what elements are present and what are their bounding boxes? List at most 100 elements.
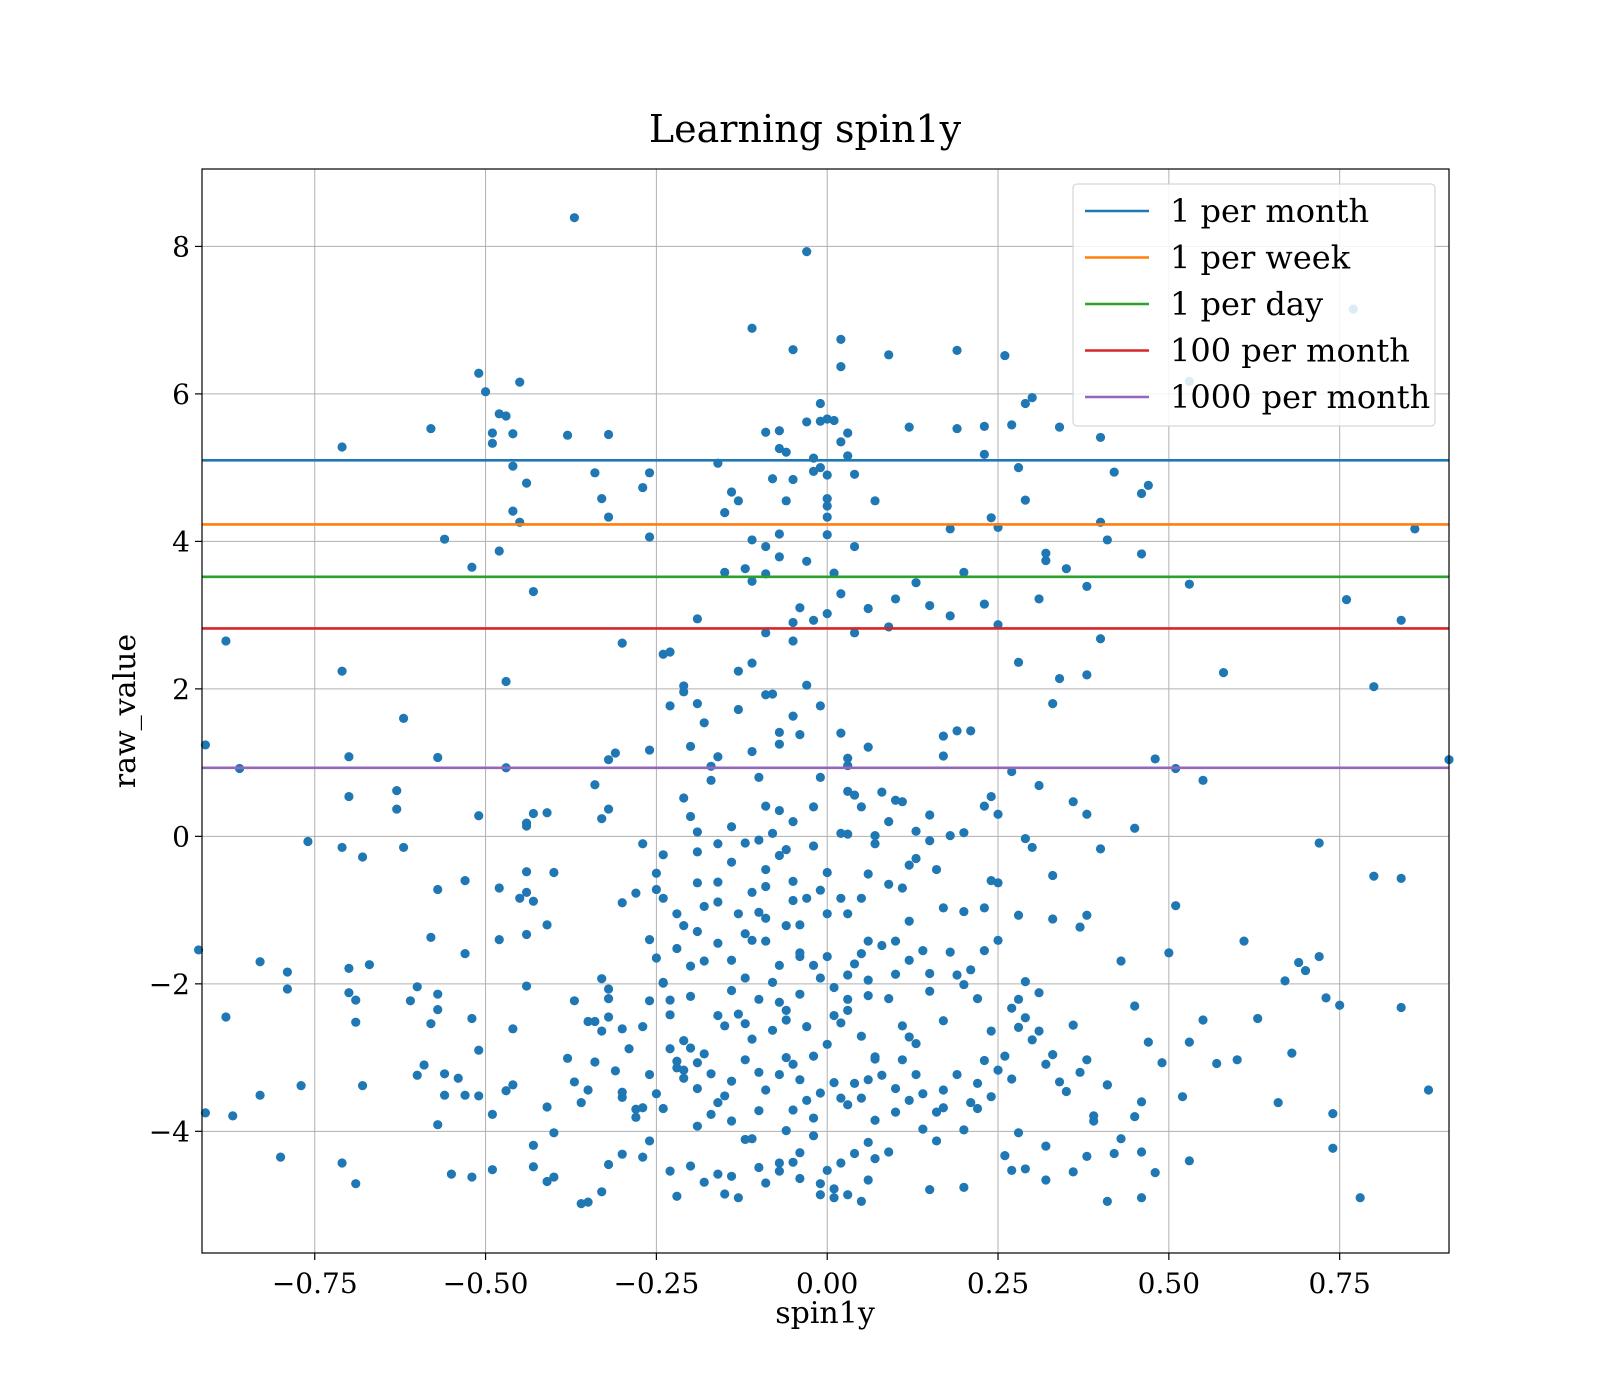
data-point [542,920,552,930]
data-point [986,1092,996,1102]
data-point [699,901,709,912]
data-point [747,1034,757,1044]
data-point [986,513,996,523]
data-point [754,772,764,782]
y-tick-label: 4 [172,525,190,558]
data-point [542,808,552,818]
data-point [843,428,853,438]
data-point [1280,976,1290,986]
data-point [521,478,532,488]
data-point [1034,988,1044,998]
data-point [726,955,737,965]
data-point [1007,1165,1017,1176]
data-point [911,1038,921,1049]
data-point [706,761,716,771]
data-point [644,934,655,945]
data-point [1020,1013,1030,1023]
data-point [672,943,682,954]
data-point [836,1093,846,1103]
data-point [774,1158,784,1168]
data-point [781,1125,791,1136]
data-point [726,487,737,497]
data-point [733,666,743,676]
data-point [699,718,709,728]
data-point [1027,1035,1037,1045]
data-point [781,1052,791,1063]
data-point [562,1053,573,1063]
data-point [1034,1026,1044,1036]
data-point [979,946,989,956]
data-point [1068,1167,1078,1177]
data-point [1007,766,1017,777]
data-point [528,1140,538,1150]
data-point [815,701,825,711]
data-point [904,916,914,926]
data-point [795,603,805,613]
data-point [870,839,880,849]
data-point [726,822,737,832]
data-point [474,1091,484,1101]
data-point [521,818,532,828]
data-point [569,213,579,223]
data-point [1082,809,1092,819]
data-point [1089,1116,1099,1126]
data-point [494,934,504,945]
data-point [569,1077,579,1087]
data-point [761,1085,771,1095]
data-point [1396,615,1406,625]
data-point [1048,1050,1058,1060]
data-point [720,1091,730,1101]
data-point [1130,1001,1140,1011]
data-point [740,1134,750,1145]
data-point [610,1066,620,1076]
data-point [590,1057,600,1067]
legend-box [1072,183,1436,427]
data-point [938,903,948,913]
data-point [959,979,969,990]
data-point [726,985,737,996]
data-point [959,828,969,838]
data-point [1054,422,1065,432]
legend-entry-label: 1000 per month [1170,378,1430,416]
data-point [870,1115,880,1125]
data-point [679,1073,689,1083]
data-point [460,876,470,886]
data-point [849,1078,860,1088]
data-point [774,1166,784,1176]
data-point [487,438,497,448]
data-point [1041,1141,1051,1151]
data-point [877,940,887,951]
data-point [938,1016,948,1026]
data-point [802,1095,812,1105]
data-point [515,377,525,387]
data-point [815,1190,825,1200]
x-tick-label: −0.50 [443,1267,529,1300]
data-point [1041,548,1051,558]
data-point [952,423,962,434]
data-point [733,909,743,919]
data-point [494,883,504,893]
data-point [1027,842,1037,853]
data-point [822,501,832,511]
data-point [1136,1147,1147,1157]
data-point [275,1152,286,1162]
x-tick-label: 0.25 [967,1267,1029,1300]
data-point [200,740,211,750]
data-point [774,850,784,861]
data-point [692,1121,702,1131]
data-point [1109,467,1119,477]
data-point [1314,951,1324,962]
data-point [843,909,853,919]
data-point [528,896,538,906]
data-point [692,699,702,709]
data-point [685,961,696,971]
data-point [685,1161,696,1171]
x-tick-label: 0.75 [1309,1267,1371,1300]
data-point [1130,823,1140,833]
data-point [863,936,873,946]
data-point [658,893,668,903]
data-point [726,1171,737,1181]
data-point [439,1069,450,1079]
data-point [344,988,354,998]
